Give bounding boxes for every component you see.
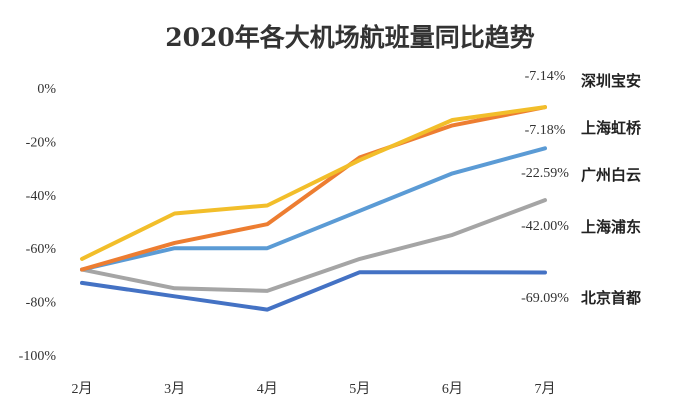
y-tick-label: 0% bbox=[37, 82, 56, 97]
series-name-label: 上海浦东 bbox=[581, 218, 641, 236]
data-label: -42.00% bbox=[521, 219, 569, 234]
x-tick-label: 2月 bbox=[72, 381, 93, 397]
data-label: -69.09% bbox=[521, 291, 569, 306]
x-tick-label: 5月 bbox=[349, 381, 370, 397]
y-tick-label: -40% bbox=[26, 189, 57, 204]
series-name-label: 上海虹桥 bbox=[581, 119, 642, 137]
series-line bbox=[80, 105, 547, 272]
series-line bbox=[80, 105, 547, 261]
x-tick-label: 4月 bbox=[257, 381, 278, 397]
data-label: -7.18% bbox=[525, 123, 566, 138]
y-axis: 0% -20% -40% -60% -80% -100% bbox=[19, 82, 57, 364]
x-axis: 2月 3月 4月 5月 6月 7月 bbox=[72, 381, 556, 397]
series-labels: -7.14% 深圳宝安 -7.18% 上海虹桥 -22.59% 广州白云 -42.00% 上海… bbox=[521, 69, 642, 307]
x-tick-label: 7月 bbox=[535, 381, 556, 397]
series-line bbox=[80, 146, 547, 272]
x-tick-label: 3月 bbox=[164, 381, 185, 397]
series-name-label: 北京首都 bbox=[581, 289, 641, 307]
series-name-label: 广州白云 bbox=[581, 166, 641, 184]
x-tick-label: 6月 bbox=[442, 381, 463, 397]
y-tick-label: -20% bbox=[26, 135, 57, 150]
data-label: -7.14% bbox=[525, 69, 566, 84]
chart-title: 2020年各大机场航班量同比趋势 bbox=[165, 23, 535, 52]
series-lines bbox=[80, 105, 547, 312]
y-tick-label: -60% bbox=[26, 242, 57, 257]
series-name-label: 深圳宝安 bbox=[581, 72, 641, 90]
series-line bbox=[80, 198, 547, 293]
y-tick-label: -80% bbox=[26, 296, 57, 311]
series-line bbox=[80, 270, 547, 312]
y-tick-label: -100% bbox=[19, 349, 57, 364]
data-label: -22.59% bbox=[521, 166, 569, 181]
